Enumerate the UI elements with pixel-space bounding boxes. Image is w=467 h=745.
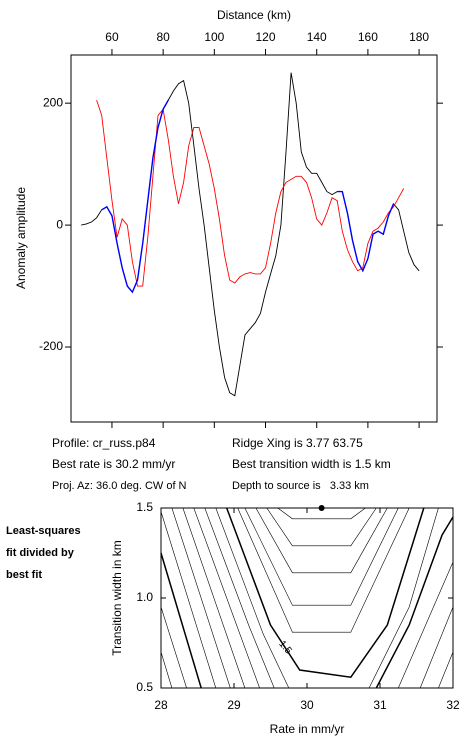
y-tick-label: 200 [43, 95, 63, 109]
x-tick-label: 120 [256, 30, 276, 44]
x-tick-label: 140 [307, 30, 327, 44]
y-tick-label: 0.5 [136, 680, 153, 694]
annotation: Depth to source is 3.33 km [232, 480, 369, 492]
y-tick-label: 1.5 [136, 500, 153, 514]
side-note: Least-squares [6, 525, 81, 537]
x-tick-label: 29 [227, 698, 241, 712]
x-axis-title: Distance (km) [217, 8, 291, 22]
contour-line [171, 507, 231, 689]
contour-line [182, 507, 246, 689]
x-tick-label: 160 [358, 30, 378, 44]
contour-line [255, 507, 388, 574]
annotation: Profile: cr_russ.p84 [52, 436, 156, 450]
annotation: Ridge Xing is 3.77 63.75 [232, 436, 363, 450]
y-tick-label: -200 [39, 339, 63, 353]
contour-line [368, 507, 439, 689]
contour-line [204, 507, 275, 689]
contour-line [215, 507, 290, 689]
contour-line [160, 511, 217, 689]
side-note: fit divided by [6, 547, 75, 559]
plot-frame [70, 54, 438, 423]
x-tick-label: 28 [154, 698, 168, 712]
y-axis-title: Transition width in km [110, 540, 124, 656]
contour-line [438, 651, 454, 689]
contour-line [375, 516, 454, 689]
data-line [96, 99, 405, 287]
contour-line [193, 507, 260, 689]
contour-line [225, 507, 425, 679]
annotation: Proj. Az: 36.0 deg. CW of N [52, 480, 187, 492]
x-tick-label: 60 [105, 30, 119, 44]
contour-line [244, 507, 399, 606]
contour-line [277, 507, 366, 520]
contour-line [160, 552, 202, 689]
x-tick-label: 32 [446, 698, 460, 712]
x-tick-label: 30 [300, 698, 314, 712]
contour-line [419, 606, 454, 689]
x-axis-title: Rate in mm/yr [270, 722, 345, 736]
contour-line [266, 507, 377, 547]
contour-line [160, 651, 173, 689]
y-axis-title: Anomaly amplitude [14, 187, 28, 289]
x-tick-label: 31 [373, 698, 387, 712]
x-tick-label: 80 [156, 30, 170, 44]
contour-line [398, 561, 454, 689]
contour-line [160, 606, 187, 689]
annotation: Best transition width is 1.5 km [232, 457, 391, 471]
side-note: best fit [6, 569, 42, 581]
y-tick-label: 0 [56, 217, 63, 231]
annotation: Best rate is 30.2 mm/yr [52, 457, 175, 471]
y-tick-label: 1.0 [136, 590, 153, 604]
data-line [101, 99, 395, 294]
contour-line [237, 507, 410, 633]
best-fit-point [318, 505, 325, 511]
x-tick-label: 100 [204, 30, 224, 44]
x-tick-label: 180 [409, 30, 429, 44]
